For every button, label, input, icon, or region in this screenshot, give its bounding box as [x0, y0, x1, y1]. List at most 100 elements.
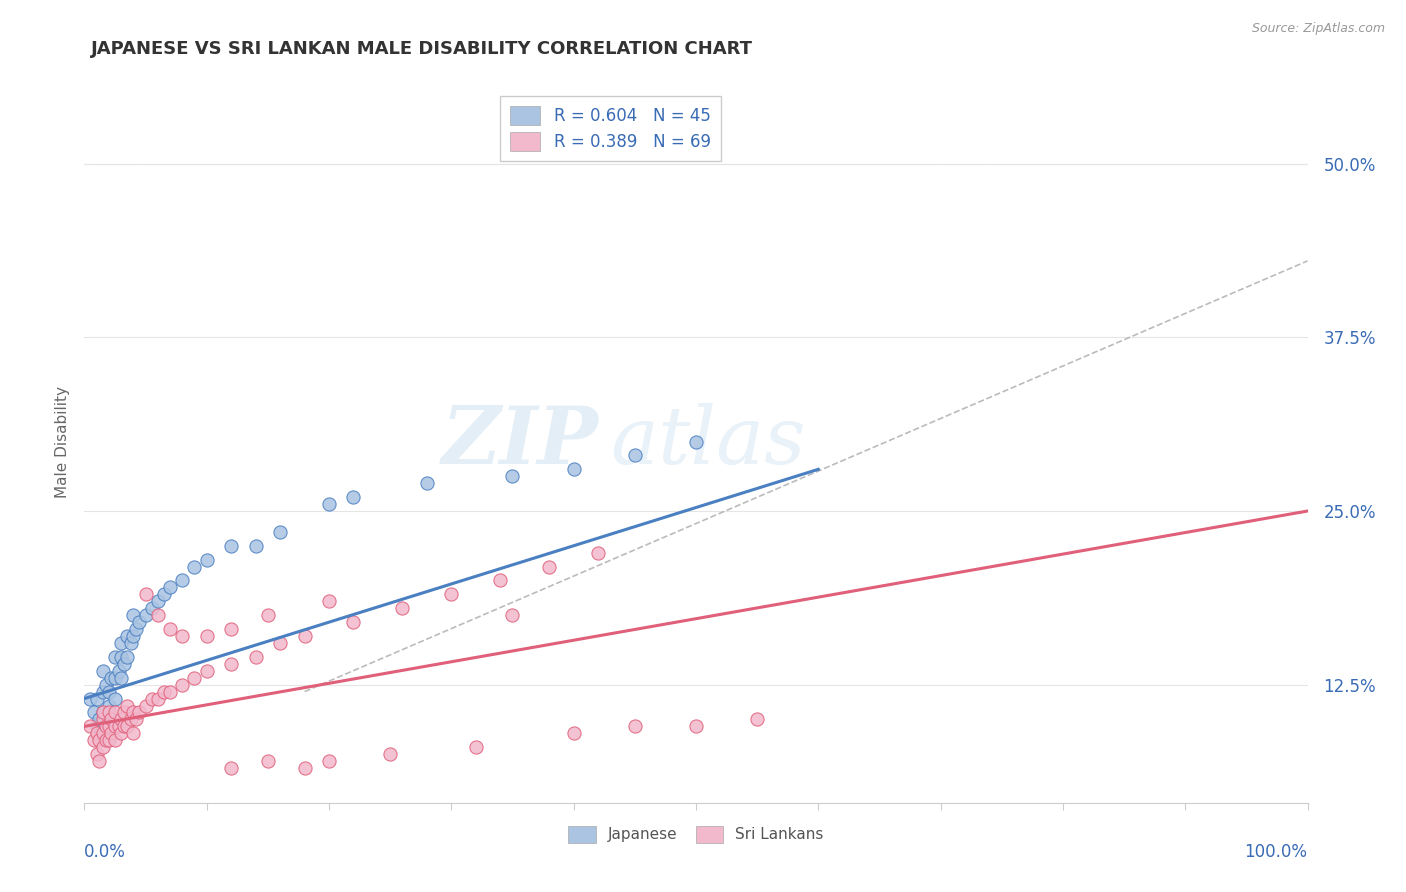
Point	[112, 719, 135, 733]
Point	[110, 726, 132, 740]
Point	[318, 594, 340, 608]
Point	[219, 539, 242, 553]
Point	[87, 713, 110, 727]
Point	[586, 546, 609, 560]
Point	[96, 678, 118, 692]
Point	[104, 671, 127, 685]
Point	[624, 719, 647, 733]
Point	[91, 740, 114, 755]
Point	[86, 719, 108, 733]
Point	[141, 691, 163, 706]
Point	[342, 615, 364, 630]
Point	[104, 706, 127, 720]
Point	[416, 476, 439, 491]
Point	[110, 671, 132, 685]
Point	[120, 713, 142, 727]
Point	[342, 490, 364, 504]
Point	[104, 733, 127, 747]
Point	[183, 671, 205, 685]
Point	[146, 608, 169, 623]
Point	[122, 726, 145, 740]
Point	[318, 497, 340, 511]
Legend: Japanese, Sri Lankans: Japanese, Sri Lankans	[562, 820, 830, 849]
Point	[159, 581, 181, 595]
Point	[86, 747, 108, 761]
Point	[104, 691, 127, 706]
Point	[125, 713, 148, 727]
Text: 100.0%: 100.0%	[1244, 843, 1308, 861]
Point	[97, 698, 120, 713]
Point	[86, 726, 108, 740]
Point	[115, 719, 138, 733]
Point	[83, 706, 105, 720]
Point	[125, 622, 148, 636]
Point	[146, 594, 169, 608]
Point	[97, 733, 120, 747]
Point	[269, 636, 291, 650]
Point	[110, 713, 132, 727]
Point	[122, 706, 145, 720]
Text: JAPANESE VS SRI LANKAN MALE DISABILITY CORRELATION CHART: JAPANESE VS SRI LANKAN MALE DISABILITY C…	[91, 40, 754, 58]
Point	[120, 636, 142, 650]
Point	[115, 698, 138, 713]
Point	[110, 649, 132, 664]
Point	[87, 754, 110, 768]
Point	[79, 691, 101, 706]
Point	[96, 719, 118, 733]
Point	[91, 726, 114, 740]
Point	[489, 574, 512, 588]
Point	[112, 657, 135, 671]
Point	[91, 664, 114, 678]
Point	[91, 706, 114, 720]
Point	[146, 691, 169, 706]
Point	[538, 559, 561, 574]
Point	[159, 684, 181, 698]
Point	[172, 574, 194, 588]
Point	[97, 706, 120, 720]
Point	[97, 684, 120, 698]
Point	[219, 761, 242, 775]
Point	[172, 629, 194, 643]
Point	[294, 761, 316, 775]
Point	[128, 706, 150, 720]
Point	[245, 649, 267, 664]
Point	[153, 587, 176, 601]
Point	[87, 733, 110, 747]
Point	[153, 684, 176, 698]
Point	[195, 629, 218, 643]
Point	[219, 622, 242, 636]
Point	[128, 615, 150, 630]
Point	[104, 649, 127, 664]
Point	[79, 719, 101, 733]
Text: atlas: atlas	[610, 403, 806, 480]
Text: ZIP: ZIP	[441, 403, 598, 480]
Point	[96, 733, 118, 747]
Point	[172, 678, 194, 692]
Point	[380, 747, 402, 761]
Point	[107, 719, 129, 733]
Point	[440, 587, 463, 601]
Y-axis label: Male Disability: Male Disability	[55, 385, 70, 498]
Point	[104, 719, 127, 733]
Point	[135, 608, 157, 623]
Point	[195, 552, 218, 566]
Point	[83, 733, 105, 747]
Point	[257, 608, 280, 623]
Point	[86, 691, 108, 706]
Point	[562, 726, 585, 740]
Point	[115, 629, 138, 643]
Point	[91, 706, 114, 720]
Point	[294, 629, 316, 643]
Point	[141, 601, 163, 615]
Point	[257, 754, 280, 768]
Point	[502, 469, 524, 483]
Point	[135, 698, 157, 713]
Point	[97, 719, 120, 733]
Point	[391, 601, 413, 615]
Point	[183, 559, 205, 574]
Point	[624, 449, 647, 463]
Point	[122, 608, 145, 623]
Point	[159, 622, 181, 636]
Point	[685, 434, 707, 449]
Point	[269, 524, 291, 539]
